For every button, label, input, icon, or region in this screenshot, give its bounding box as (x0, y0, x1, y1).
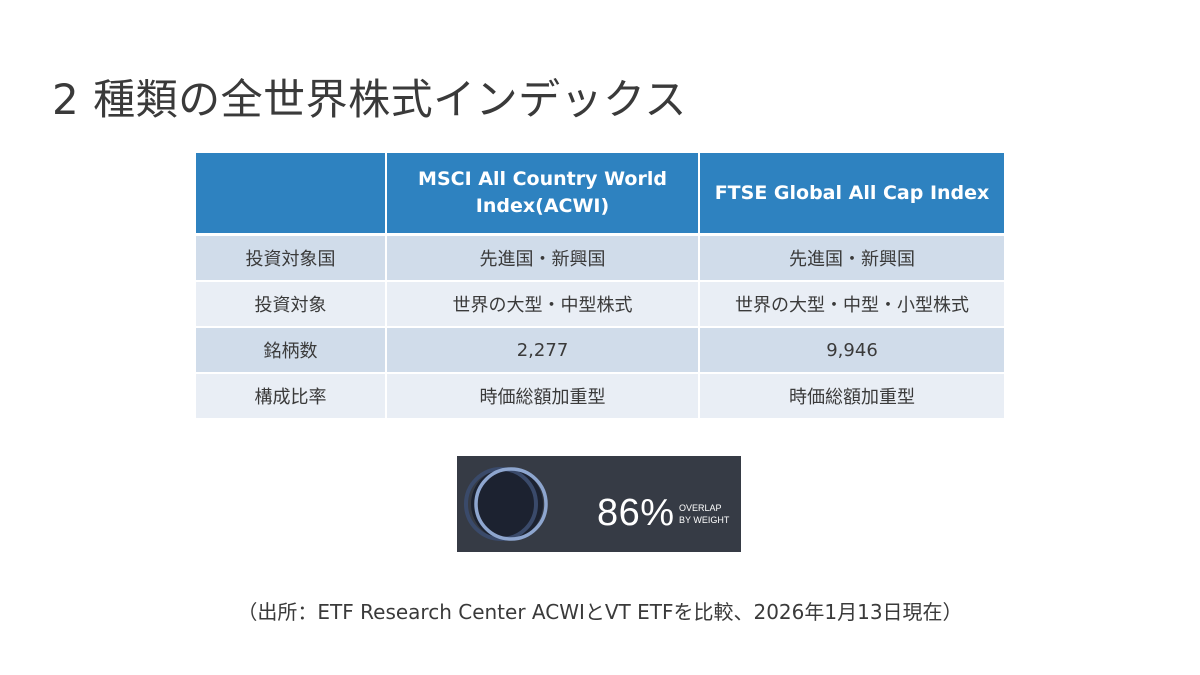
msci-cell: 2,277 (386, 327, 700, 374)
header-msci-acwi: MSCI All Country World Index(ACWI) (386, 153, 700, 236)
ftse-cell: 先進国・新興国 (699, 234, 1004, 282)
ftse-cell: 世界の大型・中型・小型株式 (699, 281, 1004, 328)
ftse-cell: 時価総額加重型 (699, 373, 1004, 420)
row-label: 投資対象 (196, 281, 387, 328)
source-note: （出所：ETF Research Center ACWIとVT ETFを比較、2… (237, 600, 963, 624)
row-label: 銘柄数 (196, 327, 387, 374)
msci-cell: 時価総額加重型 (386, 373, 700, 420)
page-title: 2 種類の全世界株式インデックス (52, 75, 687, 124)
table-row: 銘柄数 2,277 9,946 (196, 327, 1004, 374)
row-label: 投資対象国 (196, 234, 387, 282)
overlap-venn-icon (464, 467, 548, 541)
overlap-percentage: 86% (597, 492, 675, 534)
header-ftse-global: FTSE Global All Cap Index (699, 153, 1004, 236)
comparison-table: MSCI All Country World Index(ACWI) FTSE … (196, 153, 1004, 420)
header-empty-cell (196, 153, 387, 236)
table-row: 投資対象 世界の大型・中型株式 世界の大型・中型・小型株式 (196, 281, 1004, 328)
ftse-cell: 9,946 (699, 327, 1004, 374)
msci-cell: 世界の大型・中型株式 (386, 281, 700, 328)
overlap-label-line1: OVERLAP (679, 503, 722, 513)
table-row: 構成比率 時価総額加重型 時価総額加重型 (196, 373, 1004, 420)
table-header-row: MSCI All Country World Index(ACWI) FTSE … (196, 153, 1004, 236)
overlap-label: OVERLAP BY WEIGHT (679, 502, 729, 526)
overlap-label-line2: BY WEIGHT (679, 515, 730, 525)
table-row: 投資対象国 先進国・新興国 先進国・新興国 (196, 234, 1004, 282)
row-label: 構成比率 (196, 373, 387, 420)
overlap-badge: 86% OVERLAP BY WEIGHT (457, 456, 741, 552)
msci-cell: 先進国・新興国 (386, 234, 700, 282)
